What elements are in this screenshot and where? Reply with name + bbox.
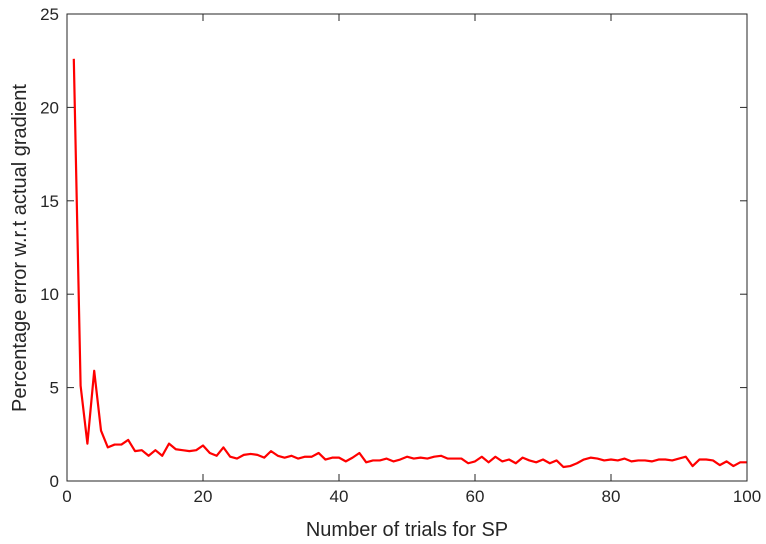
x-tick-label: 0 [62,487,71,506]
series-line [72,58,747,469]
y-tick-label: 25 [40,5,59,24]
y-tick-label: 0 [50,472,59,491]
y-axis-label: Percentage error w.r.t actual gradient [9,84,31,412]
y-tick-label: 5 [50,379,59,398]
plot-frame [66,13,748,482]
x-tick-label: 40 [330,487,349,506]
y-axis-ticks: 0 5 10 15 20 25 [40,5,747,491]
x-axis-label: Number of trials for SP [306,519,508,541]
plot-area [67,14,747,481]
x-tick-label: 20 [194,487,213,506]
y-tick-label: 20 [40,98,59,117]
x-tick-label: 100 [733,487,761,506]
x-tick-label: 80 [602,487,621,506]
y-tick-label: 10 [40,285,59,304]
y-tick-label: 15 [40,192,59,211]
x-axis-ticks: 0 20 40 60 80 100 [62,14,761,506]
x-tick-label: 60 [466,487,485,506]
